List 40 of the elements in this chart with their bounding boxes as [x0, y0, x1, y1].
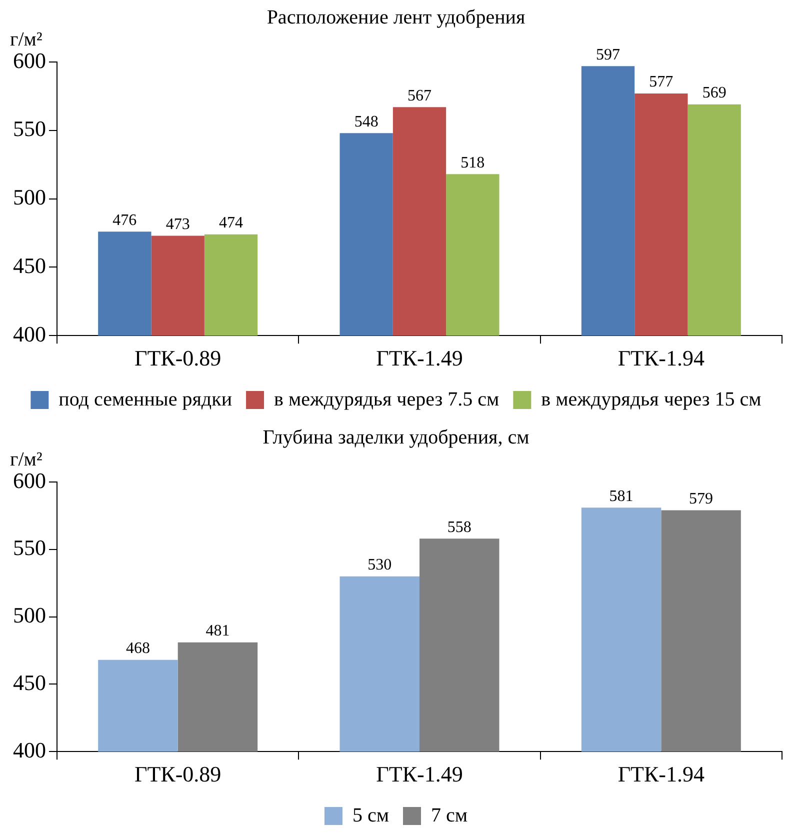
y-axis-title: г/м²	[10, 448, 42, 470]
data-label: 474	[219, 214, 243, 232]
data-label: 481	[206, 622, 230, 640]
data-label: 468	[126, 640, 150, 658]
data-label: 476	[112, 212, 137, 229]
x-tick-label: ГТК-1.94	[618, 346, 705, 371]
data-label: 567	[408, 87, 432, 104]
y-tick-label: 550	[13, 535, 46, 560]
y-tick-label: 400	[13, 321, 46, 346]
data-label: 579	[689, 490, 714, 508]
y-axis-title: г/м²	[10, 28, 42, 50]
y-tick-label: 450	[13, 252, 46, 278]
data-label: 558	[447, 518, 472, 536]
chart-title: Расположение лент удобрения	[266, 6, 526, 28]
legend-label: в междурядья через 15 см	[541, 388, 762, 410]
x-tick-label: ГТК-1.49	[376, 762, 463, 787]
x-tick-label: ГТК-1.49	[376, 346, 463, 371]
y-tick-label: 400	[13, 737, 46, 762]
data-label: 569	[702, 84, 726, 102]
x-tick-label: ГТК-1.94	[618, 762, 705, 787]
y-tick-label: 600	[13, 468, 46, 493]
legend-label: под семенные рядки	[58, 388, 232, 410]
data-label: 518	[460, 154, 485, 172]
data-label: 548	[354, 113, 378, 130]
data-label: 581	[609, 488, 634, 505]
legend-label: в междурядья через 7.5 см	[274, 388, 500, 410]
x-tick-label: ГТК-0.89	[134, 346, 222, 371]
data-label: 530	[368, 556, 392, 574]
x-tick-label: ГТК-0.89	[134, 762, 222, 787]
y-tick-label: 600	[13, 48, 46, 73]
y-tick-label: 500	[13, 184, 46, 210]
y-tick-label: 550	[13, 116, 46, 142]
y-tick-label: 450	[13, 670, 46, 695]
y-tick-label: 500	[13, 602, 46, 628]
data-label: 577	[649, 74, 674, 91]
legend-label: 5 см	[352, 804, 390, 826]
legend-label: 7 см	[431, 804, 468, 826]
data-label: 473	[166, 216, 190, 233]
chart-title: Глубина заделки удобрения, см	[262, 426, 530, 448]
data-label: 597	[596, 46, 620, 64]
